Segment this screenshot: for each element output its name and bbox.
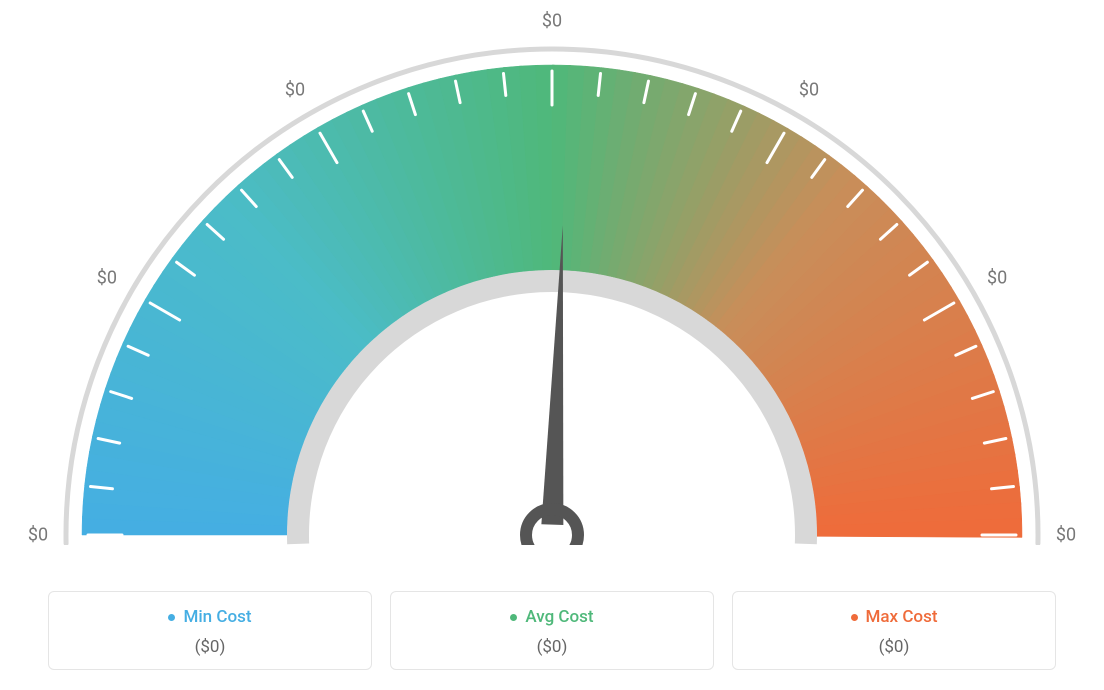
legend-dot-min xyxy=(168,614,175,621)
gauge-tick-label: $0 xyxy=(542,11,562,32)
legend-row: Min Cost ($0) Avg Cost ($0) Max Cost ($0… xyxy=(48,591,1056,671)
legend-label-min: Min Cost xyxy=(183,607,251,627)
legend-dot-max xyxy=(851,614,858,621)
gauge-tick-label: $0 xyxy=(28,525,48,546)
legend-value-min: ($0) xyxy=(49,637,371,657)
gauge-tick-label: $0 xyxy=(97,268,117,289)
legend-label-avg: Avg Cost xyxy=(525,607,593,627)
legend-label-max: Max Cost xyxy=(866,607,938,627)
legend-card-max: Max Cost ($0) xyxy=(732,591,1056,671)
gauge-tick-label: $0 xyxy=(285,79,305,100)
gauge-svg xyxy=(52,5,1052,545)
gauge-tick-label: $0 xyxy=(799,79,819,100)
legend-value-max: ($0) xyxy=(733,637,1055,657)
legend-card-avg: Avg Cost ($0) xyxy=(390,591,714,671)
gauge-tick-label: $0 xyxy=(987,268,1007,289)
gauge-tick-label: $0 xyxy=(1056,525,1076,546)
gauge-chart: $0$0$0$0$0$0$0 xyxy=(52,5,1052,549)
legend-value-avg: ($0) xyxy=(391,637,713,657)
legend-dot-avg xyxy=(510,614,517,621)
legend-card-min: Min Cost ($0) xyxy=(48,591,372,671)
